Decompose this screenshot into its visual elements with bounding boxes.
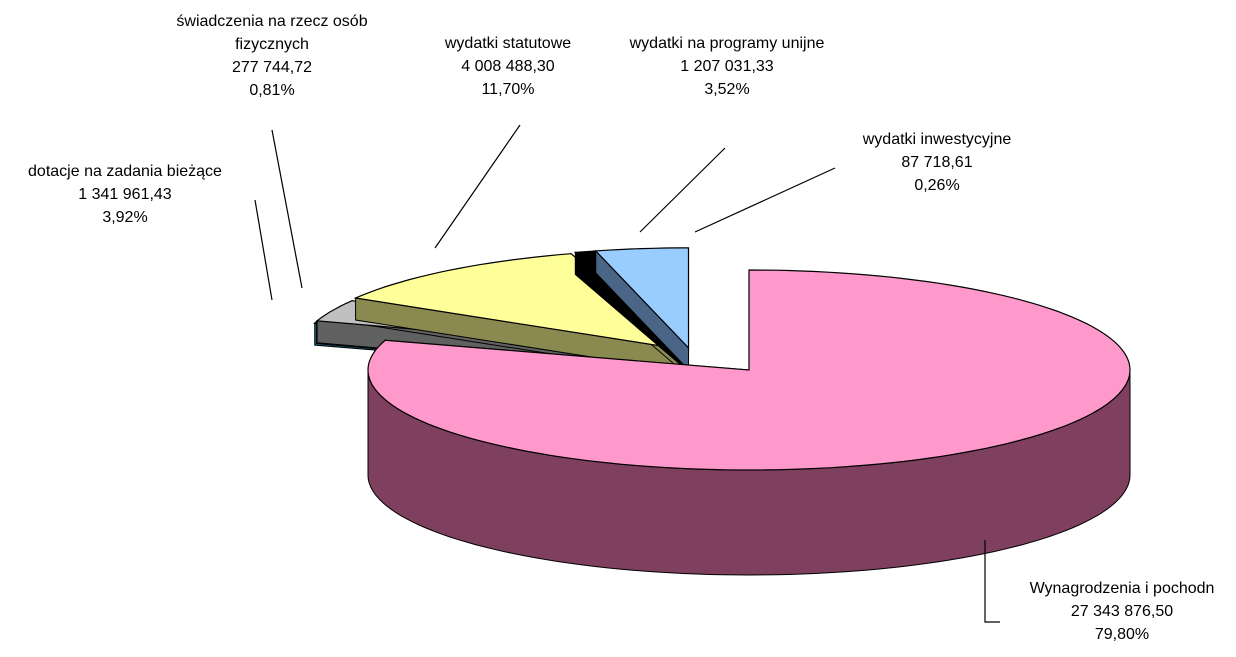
slice-label: świadczenia na rzecz osób fizycznych 277…: [152, 10, 392, 102]
slice-label: wydatki na programy unijne 1 207 031,33 …: [627, 32, 827, 101]
leader-line: [271, 129, 303, 289]
category-label: dotacje na zadania bieżące: [28, 163, 222, 180]
percent-label: 3,92%: [102, 209, 148, 226]
slice: [367, 269, 1131, 471]
value-label: 277 744,72: [231, 59, 313, 76]
leader-line: [984, 540, 1000, 623]
value-label: 1 207 031,33: [680, 58, 774, 75]
leader-line: [254, 199, 273, 301]
slice-label: dotacje na zadania bieżące 1 341 961,43 …: [5, 160, 245, 229]
percent-label: 0,26%: [914, 177, 960, 194]
percent-label: 79,80%: [1094, 626, 1150, 643]
category-label: wydatki na programy unijne: [629, 35, 825, 52]
percent-label: 3,52%: [704, 81, 750, 98]
slice-label: wydatki inwestycyjne 87 718,61 0,26%: [837, 128, 1037, 197]
leader-line: [694, 167, 836, 233]
slice: [353, 253, 685, 351]
leader-line: [639, 147, 726, 233]
percent-label: 0,81%: [249, 82, 295, 99]
slice-label: Wynagrodzenia i pochodn 27 343 876,50 79…: [1008, 577, 1236, 646]
value-label: 4 008 488,30: [461, 58, 555, 75]
pie: [312, 247, 1131, 576]
value-label: 27 343 876,50: [1070, 603, 1174, 620]
slice: [594, 247, 690, 350]
leader-line: [434, 124, 521, 249]
category-label: wydatki inwestycyjne: [862, 131, 1012, 148]
value-label: 87 718,61: [901, 154, 973, 171]
category-label: świadczenia na rzecz osób fizycznych: [176, 13, 368, 53]
slice-label: wydatki statutowe 4 008 488,30 11,70%: [408, 32, 608, 101]
category-label: wydatki statutowe: [444, 35, 572, 52]
leader-lines: [254, 124, 1000, 623]
category-label: Wynagrodzenia i pochodn: [1029, 580, 1215, 597]
value-label: 1 341 961,43: [78, 186, 172, 203]
percent-label: 11,70%: [481, 81, 535, 98]
